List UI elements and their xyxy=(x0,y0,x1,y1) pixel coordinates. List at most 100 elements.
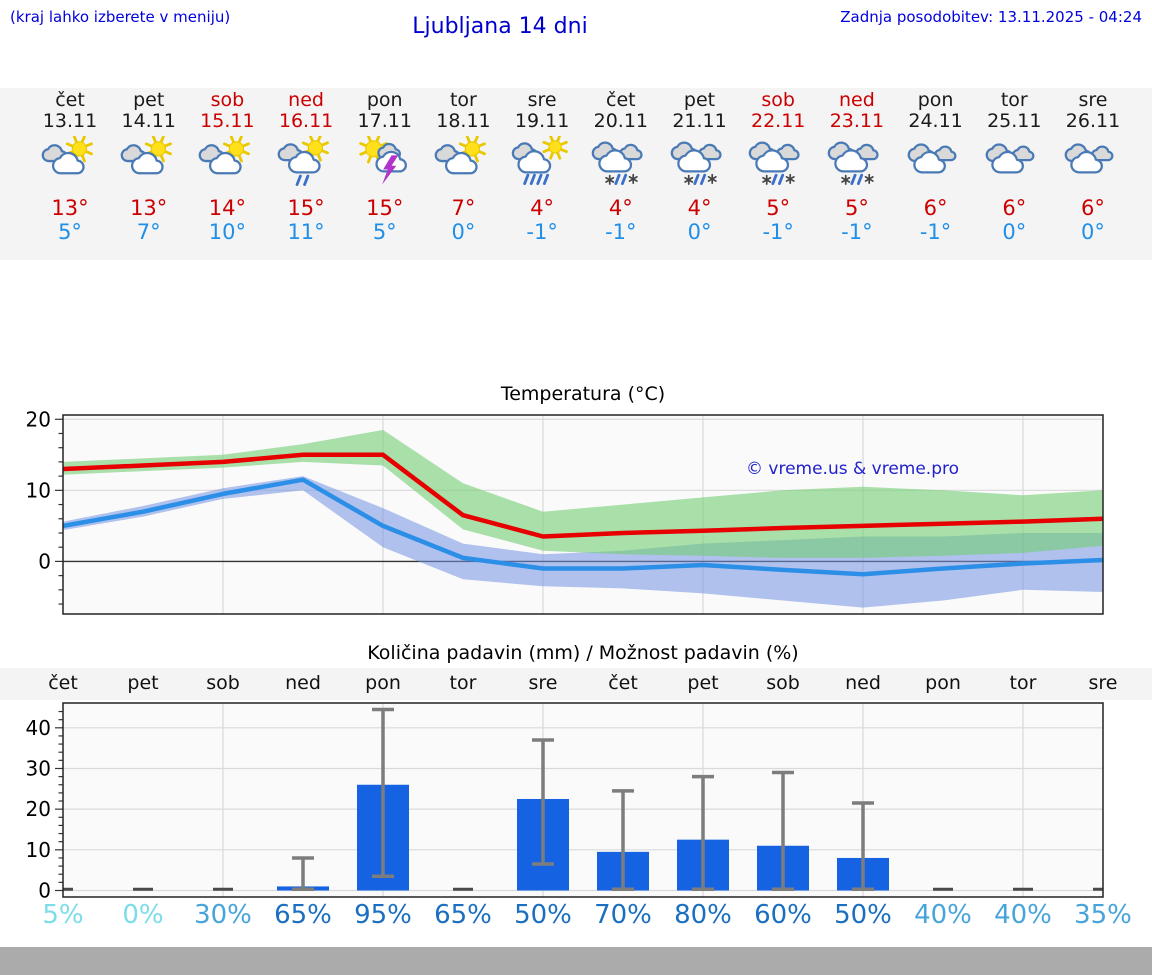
day-name: sob xyxy=(761,89,795,111)
max-temperature: 7° xyxy=(451,196,476,220)
forecast-strip: čet 13.11 13° 5° pet 14.11 13° 7° sob 15.11 14° 10°… xyxy=(0,88,1152,260)
day-name: ned xyxy=(288,89,324,111)
temp-y-label: 20 xyxy=(26,410,51,431)
precip-plot-border xyxy=(62,702,1104,898)
min-temperature: -1° xyxy=(841,220,873,244)
sun-cloud-thunder-icon xyxy=(359,136,407,185)
precip-day-label: sob xyxy=(766,672,800,694)
min-temperature: 10° xyxy=(208,220,246,244)
precip-y-label: 30 xyxy=(26,756,51,780)
precip-probability: 50% xyxy=(834,900,892,930)
temp-plot-border xyxy=(62,414,1104,615)
sun-cloud-icon xyxy=(199,136,251,175)
day-name: pet xyxy=(683,89,716,111)
temp-y-label: 10 xyxy=(26,478,51,502)
location-hint: (kraj lahko izberete v meniju) xyxy=(10,8,231,26)
precip-y-label: 20 xyxy=(26,797,51,821)
clouds-icon xyxy=(1064,143,1114,174)
precip-day-label-band: čet pet sob ned pon tor sre čet pet sob ned pon tor s… xyxy=(0,668,1152,700)
max-temperature: 13° xyxy=(130,196,168,220)
day-column-14.11: pet 14.11 13° 7° xyxy=(109,88,189,244)
day-name: ned xyxy=(838,89,875,111)
precip-day-label: pet xyxy=(127,672,159,694)
max-temperature: 6° xyxy=(1002,196,1027,220)
sun-cloud-icon xyxy=(41,136,93,175)
sun-cloud-rain-icon xyxy=(277,136,329,186)
temperature-chart: 0 10 20 xyxy=(26,410,1104,615)
precip-probability: 70% xyxy=(594,900,652,930)
precip-day-label: pon xyxy=(365,672,401,694)
day-date: 21.11 xyxy=(672,110,727,132)
precip-probability: 95% xyxy=(354,900,412,930)
day-date: 15.11 xyxy=(200,110,255,132)
precip-day-label: pon xyxy=(925,672,961,694)
last-updated: Zadnja posodobitev: 13.11.2025 - 04:24 xyxy=(840,8,1142,26)
max-temperature: 6° xyxy=(923,196,948,220)
max-temperature: 4° xyxy=(608,196,633,220)
max-temperature: 13° xyxy=(51,196,89,220)
day-column-17.11: pon 17.11 15° 5° xyxy=(345,88,425,245)
max-temperature: 5° xyxy=(844,196,869,220)
day-column-21.11: pet 21.11 4° 0° xyxy=(660,88,740,244)
precip-probability: 40% xyxy=(914,900,972,930)
day-date: 24.11 xyxy=(908,110,963,132)
precip-day-label: sob xyxy=(206,672,240,694)
min-temperature: -1° xyxy=(605,220,637,244)
precip-probability-row: 5% 0% 30% 65% 95% 65% 50% 70% 80% 60% 50% 40% 40% 35% xyxy=(0,900,1152,936)
day-column-13.11: čet 13.11 13° 5° xyxy=(30,88,110,244)
day-name: sre xyxy=(1078,89,1108,111)
day-date: 22.11 xyxy=(751,110,806,132)
day-date: 19.11 xyxy=(514,110,570,132)
day-column-15.11: sob 15.11 14° 10° xyxy=(187,88,267,244)
day-name: čet xyxy=(606,89,636,111)
min-temperature: 0° xyxy=(451,220,476,244)
precipitation-chart-title: Količina padavin (mm) / Možnost padavin … xyxy=(367,642,799,664)
day-name: pon xyxy=(366,89,403,111)
precip-probability: 5% xyxy=(42,900,84,930)
precip-day-label: tor xyxy=(1009,672,1037,694)
clouds-sleet-icon xyxy=(748,141,800,186)
min-temperature: 0° xyxy=(1081,220,1105,244)
max-temperature: 4° xyxy=(687,196,712,220)
max-temperature: 6° xyxy=(1081,196,1105,220)
precip-day-label: tor xyxy=(449,672,477,694)
day-date: 20.11 xyxy=(593,110,649,132)
precip-day-label: čet xyxy=(48,672,78,694)
temp-y-label: 0 xyxy=(38,549,51,573)
day-date: 23.11 xyxy=(829,110,885,132)
min-temperature: 11° xyxy=(287,220,325,244)
precip-day-label: sre xyxy=(1088,672,1118,694)
min-temperature: 5° xyxy=(58,220,82,244)
temperature-chart-title: Temperatura (°C) xyxy=(500,383,666,405)
day-name: tor xyxy=(449,89,477,111)
precip-probability: 80% xyxy=(674,900,732,930)
max-temperature: 15° xyxy=(366,196,404,220)
precip-probability: 50% xyxy=(514,900,572,930)
max-temperature: 5° xyxy=(766,196,791,220)
precip-probability: 40% xyxy=(994,900,1052,930)
max-temperature: 15° xyxy=(287,196,325,220)
min-temperature: 0° xyxy=(1002,220,1027,244)
day-date: 18.11 xyxy=(436,110,491,132)
min-temperature: 7° xyxy=(136,220,161,244)
precip-day-label: ned xyxy=(285,672,321,694)
min-temperature: -1° xyxy=(762,220,794,244)
day-name: pet xyxy=(133,89,165,111)
day-column-19.11: sre 19.11 4° -1° xyxy=(502,88,582,244)
page-title: Ljubljana 14 dni xyxy=(412,14,588,39)
day-date: 17.11 xyxy=(357,110,412,132)
clouds-sleet-icon xyxy=(591,141,643,186)
day-date: 16.11 xyxy=(278,110,334,132)
precip-probability: 30% xyxy=(194,900,252,930)
day-name: čet xyxy=(55,89,85,111)
precip-day-label: ned xyxy=(845,672,881,694)
day-column-26.11: sre 26.11 6° 0° xyxy=(1053,88,1133,244)
sun-cloud-heavyrain-icon xyxy=(511,136,568,186)
day-column-25.11: tor 25.11 6° 0° xyxy=(974,88,1054,244)
day-name: tor xyxy=(1000,89,1028,111)
day-date: 25.11 xyxy=(987,110,1042,132)
watermark-link[interactable]: © vreme.us & vreme.pro xyxy=(746,459,960,479)
clouds-sleet-icon xyxy=(670,141,722,186)
clouds-sleet-icon xyxy=(827,141,879,186)
